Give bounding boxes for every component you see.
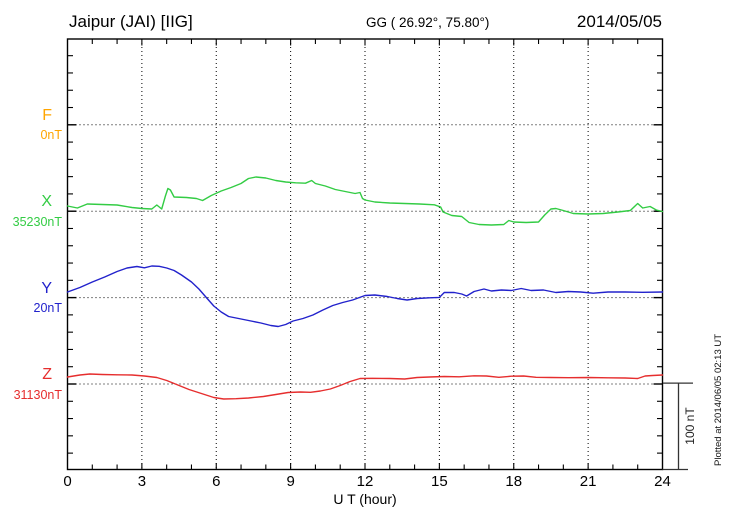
x-tick-label: 24 [654, 473, 671, 490]
component-baseline-value-f: 0nT [40, 128, 62, 143]
x-tick-label: 12 [356, 473, 374, 490]
component-baseline-value-z: 31130nT [13, 387, 62, 402]
component-label-z: Z [42, 366, 52, 383]
station-title: Jaipur (JAI) [IIG] [69, 12, 193, 31]
trace-x [66, 176, 664, 226]
x-tick-label: 0 [63, 473, 72, 490]
x-tick-label: 9 [286, 473, 295, 490]
trace-y [66, 265, 664, 328]
x-axis-title: U T (hour) [333, 491, 397, 507]
plot-date: 2014/05/05 [576, 12, 662, 31]
component-label-y: Y [41, 279, 52, 297]
scale-bar-label: 100 nT [683, 407, 697, 445]
x-tick-label: 3 [137, 473, 147, 490]
component-baseline-value-x: 35230nT [12, 214, 62, 229]
x-tick-label: 18 [505, 473, 523, 490]
component-label-f: F [42, 106, 52, 124]
geographic-coordinates: GG ( 26.92°, 75.80°) [366, 15, 490, 30]
plotted-at-note: Plotted at 2014/06/05 02:13 UT [713, 333, 724, 466]
trace-z [66, 373, 664, 400]
x-tick-label: 6 [212, 473, 221, 490]
x-tick-label: 21 [579, 473, 597, 490]
component-label-x: X [41, 193, 52, 211]
component-baseline-value-y: 20nT [33, 301, 63, 316]
x-tick-label: 15 [431, 473, 448, 490]
